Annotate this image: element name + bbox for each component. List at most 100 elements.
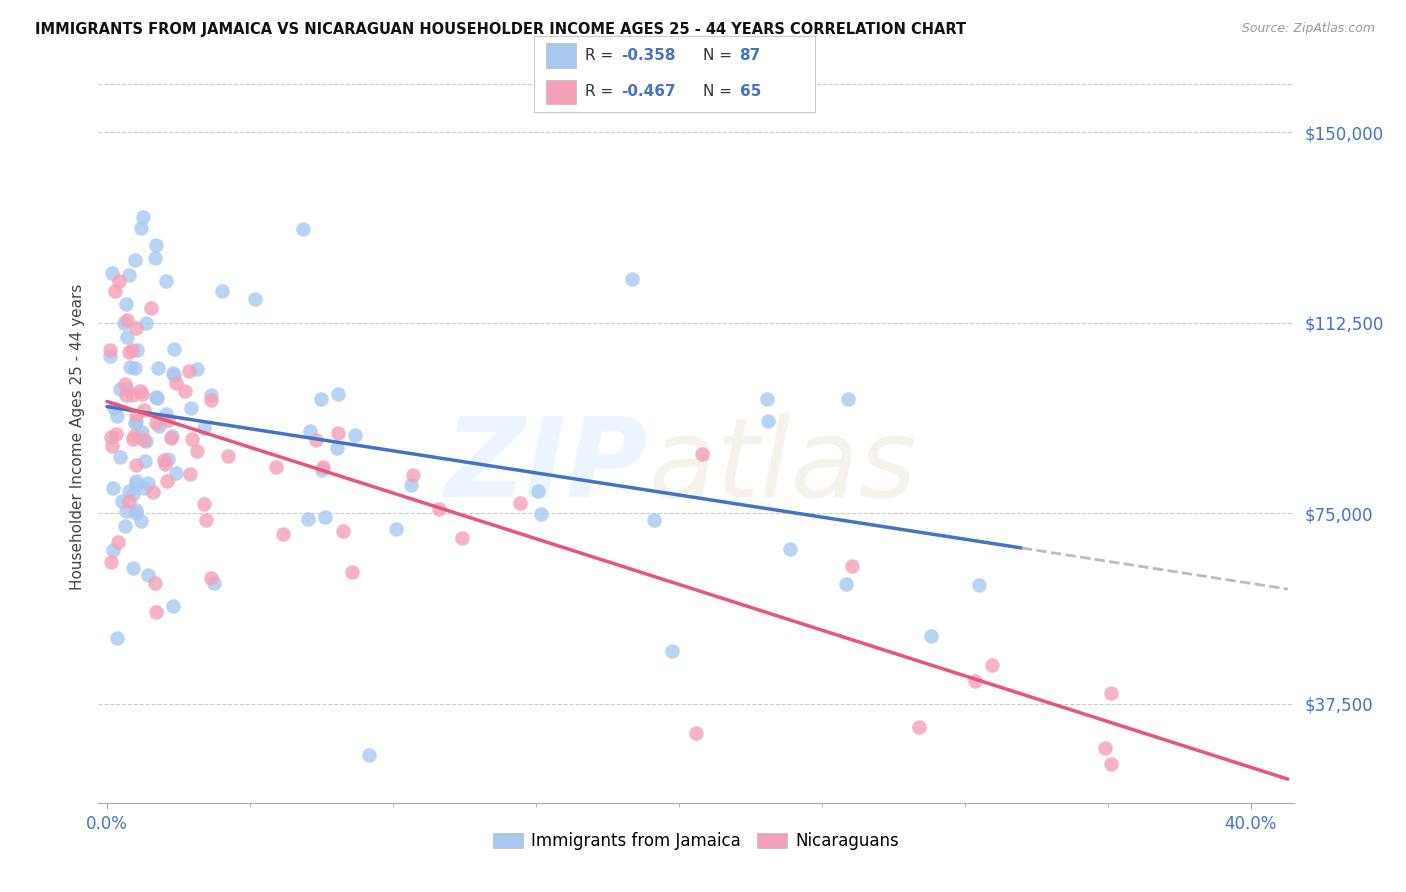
Point	[264, 459, 287, 474]
Text: N =: N =	[703, 84, 733, 99]
Point	[193, 421, 215, 435]
Point	[111, 493, 134, 508]
Point	[105, 409, 128, 423]
Point	[121, 343, 143, 357]
Point	[131, 387, 153, 401]
Point	[200, 393, 222, 408]
Point	[165, 466, 187, 480]
Point	[156, 475, 179, 489]
Point	[134, 454, 156, 468]
Point	[143, 576, 166, 591]
Point	[217, 449, 239, 463]
Point	[125, 477, 148, 491]
Point	[114, 377, 136, 392]
Point	[129, 220, 152, 235]
Point	[526, 483, 548, 498]
Point	[125, 506, 148, 520]
Point	[186, 444, 208, 458]
Point	[107, 534, 129, 549]
Point	[132, 481, 155, 495]
Point	[194, 514, 217, 528]
Point	[125, 408, 148, 422]
Point	[399, 478, 422, 492]
Text: ZIP: ZIP	[444, 413, 648, 520]
Point	[103, 543, 125, 558]
Point	[108, 274, 131, 288]
Point	[186, 361, 208, 376]
Point	[162, 429, 184, 443]
Point	[427, 502, 450, 516]
Point	[121, 560, 143, 574]
Point	[101, 481, 124, 495]
Point	[145, 606, 167, 620]
Point	[98, 343, 121, 357]
Point	[311, 392, 333, 407]
Point	[835, 577, 858, 591]
Point	[122, 487, 145, 501]
Point	[162, 368, 184, 383]
Point	[160, 431, 183, 445]
Text: R =: R =	[585, 48, 613, 63]
Point	[128, 384, 150, 398]
Point	[145, 390, 167, 404]
Point	[155, 274, 177, 288]
Point	[179, 363, 201, 377]
Point	[311, 463, 333, 477]
Point	[136, 567, 159, 582]
Point	[115, 382, 138, 396]
Point	[117, 484, 139, 499]
Point	[105, 426, 128, 441]
Point	[162, 366, 184, 380]
Point	[920, 629, 942, 643]
Point	[100, 429, 122, 443]
Point	[114, 504, 136, 518]
Point	[114, 519, 136, 533]
Point	[245, 293, 267, 307]
Point	[180, 432, 202, 446]
Point	[292, 222, 315, 236]
Point	[156, 413, 179, 427]
Point	[105, 631, 128, 645]
Point	[124, 414, 146, 428]
Point	[98, 349, 121, 363]
Point	[162, 599, 184, 613]
Point	[124, 361, 146, 376]
Point	[110, 450, 132, 464]
Point	[153, 457, 176, 471]
Point	[135, 317, 157, 331]
Point	[692, 447, 714, 461]
Point	[132, 211, 155, 225]
Point	[100, 555, 122, 569]
Point	[179, 467, 201, 481]
Point	[163, 343, 186, 357]
Point	[758, 414, 780, 428]
Point	[118, 494, 141, 508]
Text: IMMIGRANTS FROM JAMAICA VS NICARAGUAN HOUSEHOLDER INCOME AGES 25 - 44 YEARS CORR: IMMIGRANTS FROM JAMAICA VS NICARAGUAN HO…	[35, 22, 966, 37]
Point	[132, 433, 155, 447]
Point	[202, 576, 225, 591]
Point	[756, 392, 779, 406]
Point	[1099, 686, 1122, 700]
Point	[325, 441, 347, 455]
Point	[110, 383, 132, 397]
Point	[661, 644, 683, 658]
Point	[326, 425, 349, 440]
Text: N =: N =	[703, 48, 733, 63]
Point	[146, 391, 169, 405]
Point	[112, 316, 135, 330]
Point	[385, 522, 408, 536]
Point	[837, 392, 859, 407]
Point	[124, 503, 146, 517]
Point	[357, 747, 380, 762]
Point	[148, 361, 170, 376]
Point	[193, 497, 215, 511]
Point	[621, 272, 644, 286]
Point	[143, 252, 166, 266]
Point	[332, 524, 354, 538]
Point	[402, 467, 425, 482]
Point	[115, 330, 138, 344]
Text: -0.358: -0.358	[621, 48, 676, 63]
Text: atlas: atlas	[648, 413, 917, 520]
Text: R =: R =	[585, 84, 613, 99]
Bar	[546, 44, 576, 68]
